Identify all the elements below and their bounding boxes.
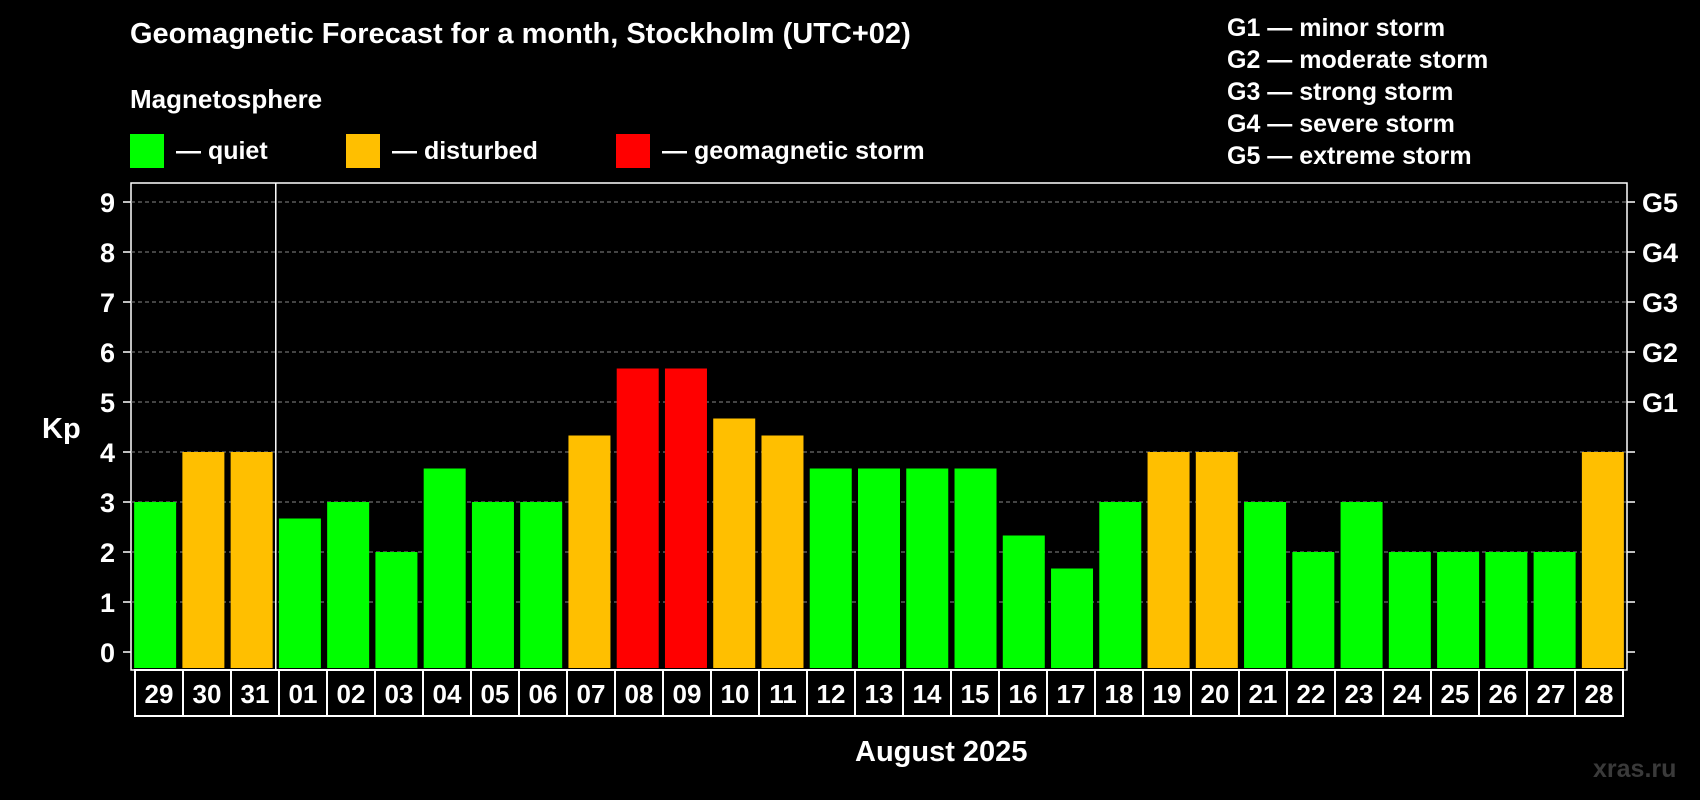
x-tick-label: 01 [289,679,318,709]
x-tick-label: 11 [769,679,797,709]
kp-bar [1533,552,1576,668]
right-axis-label: G1 [1642,388,1678,418]
x-tick-label: 09 [673,679,702,709]
x-tick-label: 13 [865,679,894,709]
right-axis-label: G4 [1642,238,1678,268]
legend-label-quiet: — quiet [176,136,268,165]
kp-bar [906,468,949,668]
legend-quiet: — quiet [130,134,268,168]
kp-bar [664,368,707,668]
y-tick-label: 9 [100,188,115,218]
kp-bar [713,418,756,668]
kp-bar [858,468,900,668]
x-tick-label: 23 [1345,679,1374,709]
y-tick-label: 1 [100,588,115,618]
x-tick-label: 06 [529,679,558,709]
legend-disturbed: — disturbed [346,134,538,168]
x-tick-label: 15 [961,679,990,709]
legend-label-disturbed: — disturbed [392,136,538,165]
legend-swatch-storm [616,134,650,168]
kp-bar [1437,552,1480,668]
kp-bar [230,452,273,668]
y-axis-label: Kp [42,413,81,445]
x-tick-label: 17 [1057,679,1086,709]
watermark: xras.ru [1593,755,1677,783]
y-tick-label: 8 [100,238,115,268]
x-tick-label: 04 [433,679,462,709]
kp-bar [1051,568,1094,668]
x-tick-label: 21 [1249,679,1278,709]
kp-bar [568,435,611,668]
kp-bar [1292,552,1335,668]
x-axis-label: August 2025 [855,736,1028,768]
kp-bar [809,468,852,668]
kp-bar [278,518,321,668]
x-tick-label: 22 [1297,679,1326,709]
legend-swatch-disturbed [346,134,380,168]
chart-title: Geomagnetic Forecast for a month, Stockh… [130,18,911,50]
x-tick-label: 31 [241,679,270,709]
storm-level-g3: G3 — strong storm [1227,78,1454,106]
kp-bar [471,502,514,668]
x-tick-label: 27 [1537,679,1566,709]
x-tick-label: 26 [1489,679,1518,709]
x-tick-label: 19 [1153,679,1182,709]
x-tick-label: 03 [385,679,414,709]
x-tick-label: 29 [145,679,174,709]
x-tick-label: 14 [913,679,942,709]
storm-level-g5: G5 — extreme storm [1227,142,1472,170]
kp-bar [134,502,177,668]
kp-bar [327,502,370,668]
kp-bar [1388,552,1431,668]
kp-bar [1244,502,1287,668]
magnetosphere-label: Magnetosphere [130,84,323,114]
storm-level-g2: G2 — moderate storm [1227,46,1489,74]
y-tick-label: 2 [100,538,115,568]
kp-bar [1099,502,1142,668]
x-tick-label: 24 [1393,679,1422,709]
kp-bar [954,468,997,668]
legend-swatch-quiet [130,134,164,168]
kp-bar [1340,502,1383,668]
kp-bar [375,552,418,668]
kp-bar [182,452,225,668]
y-tick-label: 7 [100,288,115,318]
x-tick-label: 30 [193,679,222,709]
x-tick-label: 18 [1105,679,1134,709]
y-tick-label: 3 [100,488,115,518]
y-tick-label: 4 [100,438,115,468]
x-tick-label: 02 [337,679,366,709]
y-tick-label: 6 [100,338,115,368]
x-tick-label: 07 [577,679,606,709]
storm-level-g1: G1 — minor storm [1227,14,1446,42]
x-tick-label: 10 [721,679,750,709]
x-tick-label: 16 [1009,679,1038,709]
kp-bar [423,468,466,668]
y-tick-label: 0 [100,638,115,668]
kp-bar [616,368,659,668]
x-tick-label: 08 [625,679,654,709]
storm-level-list: G1 — minor storm G2 — moderate storm G3 … [1227,12,1488,172]
kp-bar [1195,452,1238,668]
x-tick-label: 25 [1441,679,1470,709]
kp-bar [1147,452,1190,668]
kp-bar [520,502,563,668]
kp-bar [1002,535,1045,668]
x-tick-label: 20 [1201,679,1230,709]
legend-storm: — geomagnetic storm [616,134,925,168]
x-tick-label: 05 [481,679,510,709]
storm-level-g4: G4 — severe storm [1227,110,1455,138]
legend-label-storm: — geomagnetic storm [662,136,925,165]
kp-bar [1485,552,1528,668]
x-tick-label: 12 [817,679,846,709]
right-axis-label: G3 [1642,288,1678,318]
y-tick-label: 5 [100,388,115,418]
right-axis-label: G5 [1642,188,1678,218]
x-tick-label: 28 [1585,679,1614,709]
right-axis-label: G2 [1642,338,1678,368]
kp-bar [1581,452,1624,668]
date-row [134,669,1624,717]
kp-bar [761,435,804,668]
